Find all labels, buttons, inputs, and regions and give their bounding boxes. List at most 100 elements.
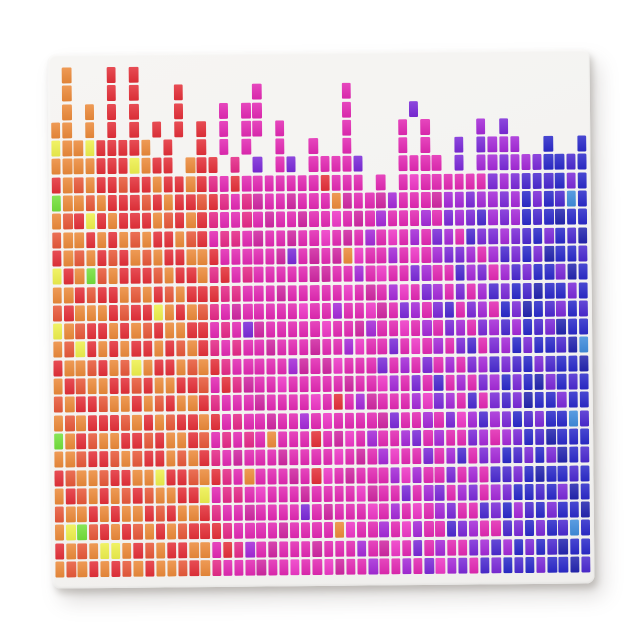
mosaic-pixel xyxy=(279,559,289,576)
mosaic-pixel xyxy=(277,394,287,411)
mosaic-pixel xyxy=(85,158,95,175)
mosaic-pixel xyxy=(398,228,409,245)
mosaic-pixel xyxy=(455,264,465,281)
mosaic-pixel xyxy=(502,538,513,555)
mosaic-pixel xyxy=(445,374,455,391)
mosaic-pixel xyxy=(377,357,388,374)
mosaic-pixel xyxy=(456,411,467,428)
mosaic-pixel xyxy=(513,465,523,482)
mosaic-pixel xyxy=(278,486,288,503)
mosaic-pixel xyxy=(211,523,222,540)
mosaic-pixel xyxy=(278,467,288,484)
mosaic-pixel xyxy=(164,285,175,303)
mosaic-pixel xyxy=(557,446,568,463)
mosaic-pixel xyxy=(143,450,154,467)
mosaic-pixel xyxy=(154,450,165,467)
mosaic-pixel xyxy=(86,305,96,322)
mosaic-pixel xyxy=(77,542,88,560)
mosaic-pixel xyxy=(254,358,265,375)
mosaic-pixel xyxy=(490,484,501,501)
mosaic-pixel xyxy=(567,263,577,280)
mosaic-pixel xyxy=(377,338,388,355)
mosaic-pixel xyxy=(465,209,476,226)
mosaic-pixel xyxy=(577,208,588,225)
mosaic-pixel xyxy=(468,447,478,464)
mosaic-pixel xyxy=(308,174,319,191)
mosaic-pixel xyxy=(300,449,310,466)
mosaic-pixel xyxy=(243,376,254,393)
mosaic-pixel xyxy=(186,212,196,229)
mosaic-pixel xyxy=(309,247,320,265)
mosaic-pixel xyxy=(547,520,557,537)
mosaic-pixel xyxy=(110,524,121,541)
mosaic-pixel xyxy=(164,267,174,284)
mosaic-pixel xyxy=(577,227,588,244)
mosaic-pixel xyxy=(410,247,420,264)
mosaic-pixel xyxy=(376,247,387,264)
mosaic-pixel xyxy=(152,158,162,175)
mosaic-pixel xyxy=(489,374,500,391)
mosaic-pixel xyxy=(299,321,309,338)
mosaic-pixel xyxy=(354,284,365,301)
mosaic-pixel xyxy=(533,300,544,317)
mosaic-pixel xyxy=(580,501,591,518)
mosaic-pixel xyxy=(98,378,108,395)
mosaic-pixel xyxy=(467,392,478,409)
mosaic-pixel xyxy=(186,194,196,211)
mosaic-pixel xyxy=(491,502,501,519)
mosaic-pixel xyxy=(210,358,220,375)
mosaic-pixel xyxy=(498,118,509,135)
mosaic-pixel xyxy=(109,414,120,431)
mosaic-pixel xyxy=(410,228,420,245)
mosaic-pixel xyxy=(500,355,511,373)
mosaic-pixel xyxy=(513,538,524,555)
mosaic-pixel xyxy=(577,135,587,152)
mosaic-pixel xyxy=(300,485,311,503)
mosaic-pixel xyxy=(376,192,386,209)
mosaic-pixel xyxy=(155,542,166,559)
mosaic-pixel xyxy=(558,520,568,537)
mosaic-pixel xyxy=(120,396,131,413)
mosaic-pixel xyxy=(534,337,544,354)
mosaic-pixel xyxy=(222,541,233,558)
mosaic-pixel xyxy=(166,468,176,486)
mosaic-pixel xyxy=(368,540,378,557)
mosaic-pixel xyxy=(265,266,275,283)
mosaic-pixel xyxy=(129,176,140,193)
mosaic-pixel xyxy=(297,174,308,191)
mosaic-pixel xyxy=(434,466,445,483)
mosaic-pixel xyxy=(77,524,87,541)
mosaic-pixel xyxy=(378,466,389,483)
mosaic-pixel xyxy=(74,250,85,267)
mosaic-pixel xyxy=(220,285,230,302)
mosaic-pixel xyxy=(367,412,377,429)
mosaic-pixel xyxy=(311,430,321,448)
mosaic-pixel xyxy=(580,464,590,482)
mosaic-pixel xyxy=(488,264,499,281)
mosaic-pixel xyxy=(322,449,333,466)
mosaic-pixel xyxy=(198,285,208,302)
mosaic-pixel xyxy=(510,246,521,263)
mosaic-pixel xyxy=(498,154,509,171)
mosaic-pixel xyxy=(365,210,375,227)
mosaic-pixel xyxy=(129,85,139,102)
mosaic-pixel xyxy=(163,212,174,229)
mosaic-pixel xyxy=(468,466,478,483)
mosaic-pixel xyxy=(399,302,410,319)
mosaic-pixel xyxy=(342,192,353,209)
mosaic-pixel xyxy=(377,283,387,301)
mosaic-pixel xyxy=(54,451,64,468)
mosaic-pixel xyxy=(499,246,510,263)
mosaic-pixel xyxy=(120,377,131,394)
mosaic-pixel xyxy=(521,172,531,189)
mosaic-pixel xyxy=(64,305,74,322)
mosaic-pixel xyxy=(175,212,185,229)
mosaic-pixel xyxy=(176,395,187,412)
mosaic-pixel xyxy=(399,320,410,337)
mosaic-pixel xyxy=(511,300,522,318)
mosaic-pixel xyxy=(65,469,76,486)
mosaic-pixel xyxy=(320,192,330,210)
mosaic-pixel xyxy=(277,376,287,393)
mosaic-pixel xyxy=(278,449,288,466)
mosaic-pixel xyxy=(332,339,343,356)
